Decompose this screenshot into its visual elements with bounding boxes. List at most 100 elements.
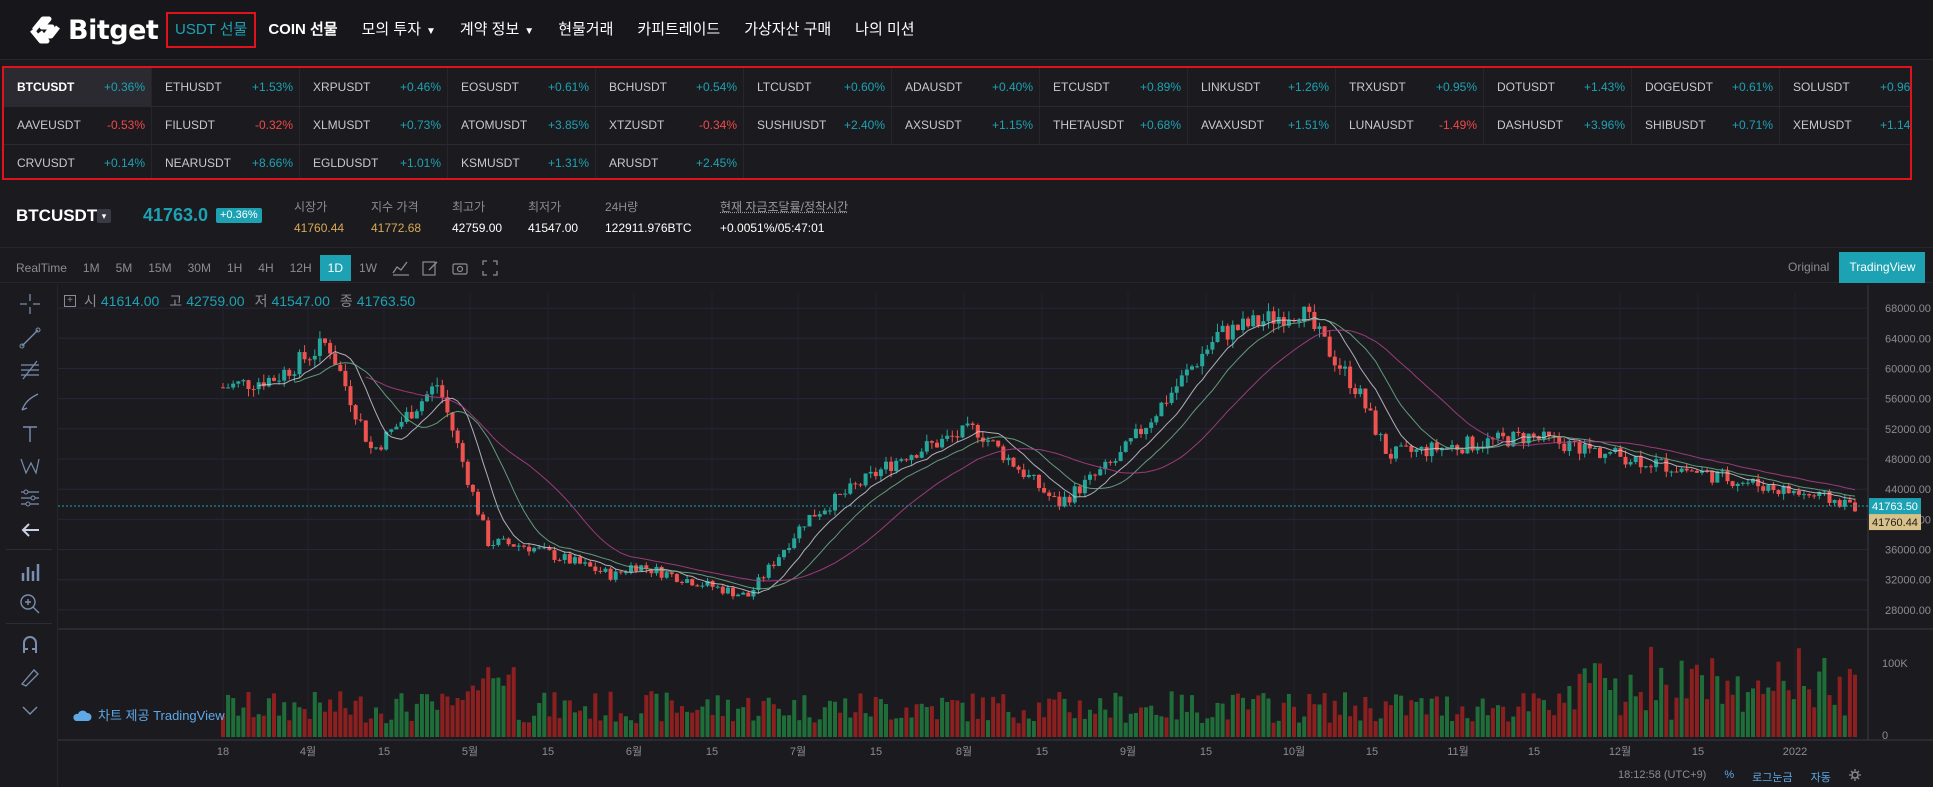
tradingview-credit[interactable]: 차트 제공 TradingView	[72, 705, 225, 724]
ticker-item[interactable]: ARUSDT +2.45%	[596, 144, 744, 178]
chart-settings-icon[interactable]	[1848, 769, 1861, 781]
timeframe-1W[interactable]: 1W	[358, 261, 377, 275]
x-tick-label: 12월	[1609, 745, 1631, 758]
camera-icon[interactable]	[445, 255, 475, 281]
nav-item-1[interactable]: COIN 선물	[256, 12, 349, 48]
view-tradingview-button[interactable]: TradingView	[1839, 252, 1926, 283]
stat-item[interactable]: 현재 자금조달률/정착시간 +0.0051%/05:47:01	[720, 198, 848, 235]
candle-body	[1220, 325, 1225, 332]
ticker-item[interactable]: EOSUSDT +0.61%	[448, 68, 596, 106]
ticker-item[interactable]: XTZUSDT -0.34%	[596, 106, 744, 144]
ticker-item[interactable]: DASHUSDT +3.96%	[1484, 106, 1632, 144]
edit-icon[interactable]	[415, 255, 445, 281]
last-price-tag-label: 41763.50	[1872, 501, 1918, 513]
candle-body	[725, 587, 730, 594]
ticker-item[interactable]: NEARUSDT +8.66%	[152, 144, 300, 178]
pattern-tool-icon[interactable]	[17, 453, 43, 479]
ticker-item[interactable]: EGLDUSDT +1.01%	[300, 144, 448, 178]
ticker-item[interactable]: AAVEUSDT -0.53%	[4, 106, 152, 144]
lock-drawings-icon[interactable]	[17, 663, 43, 689]
nav-item-5[interactable]: 카피트레이드	[625, 12, 732, 48]
nav-item-3[interactable]: 계약 정보 ▼	[448, 12, 546, 48]
symbol-name[interactable]: BTCUSDT	[16, 206, 98, 225]
volume-bar	[695, 709, 700, 737]
magnet-icon[interactable]	[17, 631, 43, 657]
candle-body	[1322, 326, 1327, 337]
ticker-item[interactable]: XRPUSDT +0.46%	[300, 68, 448, 106]
text-tool-icon[interactable]	[17, 421, 43, 447]
nav-item-4[interactable]: 현물거래	[546, 12, 625, 48]
collapse-legend-icon[interactable]: +	[64, 295, 76, 307]
ticker-item[interactable]: LINKUSDT +1.26%	[1188, 68, 1336, 106]
fullscreen-icon[interactable]	[475, 255, 505, 281]
candle-body	[409, 411, 414, 419]
ticker-item[interactable]: FILUSDT -0.32%	[152, 106, 300, 144]
timeframe-1H[interactable]: 1H	[226, 261, 243, 275]
timeframe-5M[interactable]: 5M	[115, 261, 133, 275]
nav-item-0[interactable]: USDT 선물	[166, 12, 257, 48]
price-chart[interactable]: 68000.00 64000.00 60000.00 56000.00 52000.00…	[58, 285, 1933, 787]
percent-toggle[interactable]: %	[1724, 769, 1735, 781]
ticker-item[interactable]: THETAUSDT +0.68%	[1040, 106, 1188, 144]
ticker-item[interactable]: TRXUSDT +0.95%	[1336, 68, 1484, 106]
auto-scale-toggle[interactable]: 자동	[1810, 772, 1831, 784]
volume-bar	[1348, 716, 1353, 737]
ticker-item[interactable]: XLMUSDT +0.73%	[300, 106, 448, 144]
ticker-item[interactable]: BCHUSDT +0.54%	[596, 68, 744, 106]
ticker-item[interactable]: BTCUSDT +0.36%	[4, 68, 152, 106]
zoom-icon[interactable]	[17, 591, 43, 617]
ticker-item[interactable]: ETCUSDT +0.89%	[1040, 68, 1188, 106]
candle-body	[1118, 451, 1123, 462]
ticker-item[interactable]: SOLUSDT +0.96%	[1780, 68, 1911, 106]
chevron-down-icon[interactable]	[17, 697, 43, 723]
ticker-item[interactable]: LUNAUSDT -1.49%	[1336, 106, 1484, 144]
trend-line-icon[interactable]	[17, 325, 43, 351]
nav-item-2[interactable]: 모의 투자 ▼	[350, 12, 448, 48]
candle-body	[1149, 422, 1154, 428]
back-arrow-icon[interactable]	[17, 517, 43, 543]
ticker-item[interactable]: SUSHIUSDT +2.40%	[744, 106, 892, 144]
timeframe-30M[interactable]: 30M	[187, 261, 211, 275]
ticker-item[interactable]: AXSUSDT +1.15%	[892, 106, 1040, 144]
ticker-item[interactable]: ADAUSDT +0.40%	[892, 68, 1040, 106]
ticker-change: +0.96%	[1879, 80, 1911, 94]
volume-bar	[1358, 720, 1363, 737]
crosshair-icon[interactable]	[17, 291, 43, 317]
prediction-tool-icon[interactable]	[17, 485, 43, 511]
nav-item-6[interactable]: 가상자산 구매	[732, 12, 843, 48]
nav-item-7[interactable]: 나의 미션	[843, 12, 926, 48]
candlestick-chart[interactable]: 68000.00 64000.00 60000.00 56000.00 52000.00…	[58, 285, 1933, 787]
brush-icon[interactable]	[17, 389, 43, 415]
symbol-dropdown-icon[interactable]: ▾	[97, 209, 111, 223]
fib-tool-icon[interactable]	[17, 357, 43, 383]
bitget-logo[interactable]: Bitget	[30, 13, 159, 47]
volume-bar	[404, 711, 409, 737]
ticker-item[interactable]: LTCUSDT +0.60%	[744, 68, 892, 106]
ticker-item[interactable]: XEMUSDT +1.14%	[1780, 106, 1910, 144]
ticker-item[interactable]: ETHUSDT +1.53%	[152, 68, 300, 106]
indicators-icon[interactable]	[385, 255, 415, 281]
ticker-item[interactable]: KSMUSDT +1.31%	[448, 144, 596, 178]
view-original-button[interactable]: Original	[1788, 260, 1830, 274]
ticker-item[interactable]: CRVUSDT +0.14%	[4, 144, 152, 178]
ticker-item[interactable]: DOGEUSDT +0.61%	[1632, 68, 1780, 106]
candle-body	[1103, 461, 1108, 470]
candle-body	[394, 426, 399, 430]
candle-body	[1424, 446, 1429, 457]
ticker-item[interactable]: DOTUSDT +1.43%	[1484, 68, 1632, 106]
volume-bar	[751, 720, 756, 737]
measure-icon[interactable]	[17, 559, 43, 585]
timeframe-4H[interactable]: 4H	[258, 261, 274, 275]
ticker-item[interactable]: SHIBUSDT +0.71%	[1632, 106, 1780, 144]
timeframe-15M[interactable]: 15M	[148, 261, 172, 275]
timeframe-1M[interactable]: 1M	[82, 261, 100, 275]
ticker-item[interactable]: ATOMUSDT +3.85%	[448, 106, 596, 144]
log-scale-toggle[interactable]: 로그눈금	[1752, 772, 1793, 784]
nav-item-label: 가상자산 구매	[744, 21, 832, 38]
timeframe-12H[interactable]: 12H	[289, 261, 312, 275]
volume-bar	[1837, 676, 1842, 737]
candle-body	[766, 564, 771, 578]
ticker-item[interactable]: AVAXUSDT +1.51%	[1188, 106, 1336, 144]
timeframe-1D[interactable]: 1D	[319, 255, 351, 281]
timeframe-RealTime[interactable]: RealTime	[16, 261, 67, 275]
